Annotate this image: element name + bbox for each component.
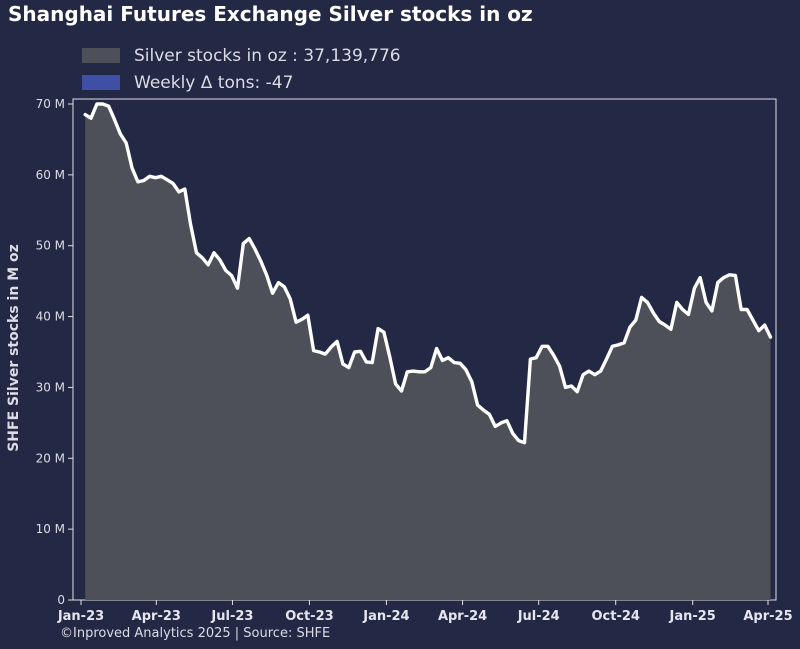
x-tick-label: Jan-24 xyxy=(362,609,409,624)
legend-item-weekly-delta: Weekly Δ tons: -47 xyxy=(82,69,401,96)
y-tick-label: 70 M xyxy=(36,97,65,111)
stocks-series-line xyxy=(83,102,773,445)
legend: Silver stocks in oz : 37,139,776 Weekly … xyxy=(82,42,401,96)
legend-swatch-stocks xyxy=(82,48,120,63)
chart-title: Shanghai Futures Exchange Silver stocks … xyxy=(8,2,533,26)
legend-label-stocks: Silver stocks in oz : 37,139,776 xyxy=(134,45,401,66)
x-tick-label: Jan-25 xyxy=(669,609,716,624)
y-axis-ticks: 0 10 M 20 M 30 M 40 M 50 M 60 M 70 M xyxy=(36,97,73,607)
y-tick-label: 30 M xyxy=(36,380,65,394)
x-tick-label: Jan-23 xyxy=(57,609,104,624)
y-tick-label: 0 xyxy=(57,593,65,607)
x-tick-label: Oct-24 xyxy=(591,609,639,624)
legend-label-weekly-delta: Weekly Δ tons: -47 xyxy=(134,72,294,93)
x-tick-label: Apr-25 xyxy=(743,609,792,624)
stocks-area-fill xyxy=(85,104,771,600)
legend-item-stocks: Silver stocks in oz : 37,139,776 xyxy=(82,42,401,69)
x-tick-label: Apr-23 xyxy=(132,609,181,624)
y-tick-label: 50 M xyxy=(36,239,65,253)
legend-swatch-weekly-delta xyxy=(82,75,120,90)
footer-source: ©Inproved Analytics 2025 | Source: SHFE xyxy=(60,626,331,641)
y-tick-label: 40 M xyxy=(36,310,65,324)
y-tick-label: 60 M xyxy=(36,168,65,182)
x-axis-ticks: Jan-23 Apr-23 Jul-23 Oct-23 Jan-24 Apr-24 Jul-… xyxy=(57,600,793,624)
x-tick-label: Oct-23 xyxy=(285,609,333,624)
x-tick-label: Jul-24 xyxy=(517,609,560,624)
x-tick-label: Apr-24 xyxy=(438,609,487,624)
y-tick-label: 10 M xyxy=(36,522,65,536)
y-tick-label: 20 M xyxy=(36,451,65,465)
x-tick-label: Jul-23 xyxy=(210,609,253,624)
